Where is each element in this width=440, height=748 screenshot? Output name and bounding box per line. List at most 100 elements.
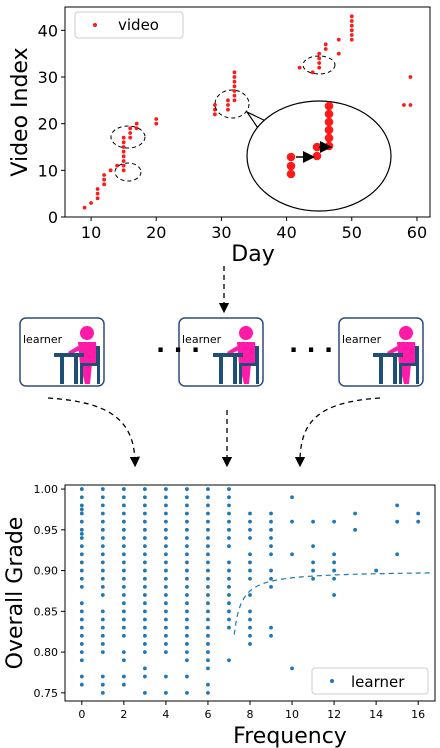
learner-point	[227, 601, 231, 606]
learner-point	[290, 666, 294, 671]
learner-point	[164, 519, 168, 524]
learner-point	[227, 593, 231, 597]
x-tick-label: 8	[247, 708, 254, 721]
learner-point	[332, 568, 336, 573]
learner-point	[185, 609, 189, 614]
learner-point	[206, 511, 210, 516]
x-tick-label: 4	[162, 708, 169, 721]
learner-point	[395, 503, 400, 508]
learner-point	[79, 507, 84, 512]
learner-point	[416, 519, 421, 524]
learner-point	[185, 568, 189, 573]
learner-point	[206, 650, 210, 654]
x-tick-label: 6	[204, 708, 211, 721]
learner-point	[185, 674, 189, 679]
learner-point	[416, 511, 421, 516]
learner-point	[142, 609, 147, 614]
cluster-ellipse	[110, 125, 146, 149]
learner-point	[142, 495, 147, 500]
top-legend-label: video	[118, 16, 159, 34]
learner-point	[269, 552, 273, 557]
learner-point	[185, 544, 189, 549]
video-point	[408, 103, 413, 107]
learner-point	[185, 552, 189, 557]
learner-point	[206, 617, 210, 622]
learner-point	[121, 511, 126, 516]
learner-point	[185, 625, 189, 630]
learner-point	[185, 560, 189, 565]
video-point	[408, 75, 413, 79]
learner-point	[227, 568, 231, 573]
x-tick-label: 20	[146, 223, 166, 242]
video-point	[336, 37, 341, 42]
zoom-point	[324, 125, 334, 135]
video-point	[102, 182, 107, 187]
learner-point	[164, 625, 168, 630]
video-point	[128, 135, 133, 140]
top-plot-frame	[64, 6, 431, 218]
x-tick-label: 2	[120, 708, 127, 721]
learner-point	[269, 568, 273, 573]
learner-label: learner	[23, 333, 63, 346]
desk-leg-icon	[379, 357, 383, 384]
learner-point	[269, 544, 273, 549]
chair-icon	[239, 346, 259, 384]
learner-point	[121, 593, 126, 597]
learner-point	[185, 536, 189, 540]
learner-point	[164, 536, 168, 540]
learner-point	[164, 650, 168, 654]
bottom-legend-box	[311, 667, 429, 695]
learner-point	[164, 527, 168, 532]
learner-point	[185, 593, 189, 597]
learner-point	[227, 560, 231, 565]
learner-point	[164, 601, 168, 606]
learner-point	[79, 650, 84, 654]
learner-point	[121, 617, 126, 622]
video-point	[102, 177, 107, 182]
y-tick-label: 1.00	[34, 483, 59, 496]
learner-point	[311, 568, 315, 573]
learner-point	[79, 601, 84, 606]
learner-point	[164, 593, 168, 597]
bottom-axis-ticks: 0 2 4 6 8 10 12 14 16 0.75 0.80 0.85 0.90 0.95 1.00	[34, 483, 426, 721]
video-point	[121, 149, 126, 154]
zoom-point	[324, 109, 334, 119]
zoom-point	[286, 152, 296, 162]
learner-point	[142, 503, 147, 508]
learner-point	[248, 519, 252, 524]
learner-card: learner	[338, 317, 424, 387]
learner-points	[79, 487, 421, 695]
learner-point	[142, 690, 147, 695]
learner-point	[269, 633, 273, 638]
learner-point	[121, 682, 126, 687]
zoom-point	[312, 151, 322, 161]
learner-point	[100, 682, 105, 687]
person-arm-icon	[227, 346, 239, 355]
video-point	[108, 168, 113, 173]
person-head-icon	[80, 326, 94, 340]
learner-point	[121, 674, 126, 679]
zoom-point	[324, 101, 334, 111]
desk-leg-icon	[60, 357, 64, 384]
video-point	[134, 121, 139, 126]
learner-point	[100, 674, 105, 679]
learner-point	[142, 511, 147, 516]
learner-point	[185, 617, 189, 622]
person-arm-icon	[387, 346, 399, 355]
learner-point	[227, 511, 231, 516]
learner-point	[121, 536, 126, 540]
learner-point	[227, 584, 231, 589]
learner-point	[79, 495, 84, 500]
learner-point	[142, 568, 147, 573]
y-tick-label: 0.80	[34, 646, 59, 659]
video-points	[82, 14, 413, 210]
video-point	[232, 93, 237, 98]
x-tick-label: 0	[78, 708, 85, 721]
learner-point	[248, 576, 252, 581]
learner-point	[164, 560, 168, 565]
video-point	[226, 107, 230, 112]
video-point	[317, 56, 322, 61]
learner-point	[206, 690, 210, 695]
learner-point	[269, 519, 273, 524]
learner-point	[142, 544, 147, 549]
